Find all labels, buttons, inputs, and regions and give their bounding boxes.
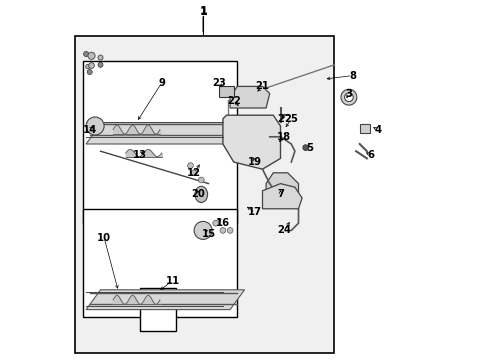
Text: 8: 8 [348, 71, 355, 81]
Text: 17: 17 [248, 207, 262, 217]
Text: 9: 9 [158, 78, 165, 88]
Text: 20: 20 [190, 189, 204, 199]
Polygon shape [219, 86, 233, 97]
Bar [82, 61, 237, 223]
Circle shape [220, 228, 225, 233]
Text: 6: 6 [366, 150, 373, 160]
Circle shape [212, 220, 218, 226]
Bar [359, 124, 370, 133]
Text: 19: 19 [248, 157, 262, 167]
Polygon shape [230, 86, 269, 108]
Text: 16: 16 [215, 218, 229, 228]
Polygon shape [265, 173, 298, 202]
Circle shape [227, 228, 232, 233]
Circle shape [85, 64, 90, 69]
Text: 1: 1 [199, 6, 206, 16]
Text: 23: 23 [212, 78, 226, 88]
Circle shape [83, 51, 88, 57]
Circle shape [98, 55, 103, 60]
Polygon shape [86, 124, 244, 144]
Circle shape [187, 163, 193, 168]
Polygon shape [223, 115, 280, 169]
Circle shape [194, 221, 212, 239]
Text: 7: 7 [277, 189, 284, 199]
Text: 1: 1 [199, 6, 206, 17]
Polygon shape [86, 290, 244, 310]
Text: 15: 15 [201, 229, 215, 239]
Text: 12: 12 [187, 168, 201, 178]
Text: 2: 2 [277, 114, 284, 124]
Polygon shape [262, 184, 302, 209]
Circle shape [88, 63, 94, 68]
Circle shape [191, 170, 197, 176]
Text: 24: 24 [277, 225, 290, 235]
Bar [140, 288, 176, 331]
Text: 22: 22 [226, 96, 240, 106]
Circle shape [98, 62, 103, 67]
Text: 10: 10 [97, 233, 111, 243]
Text: 21: 21 [255, 81, 269, 91]
Text: 5: 5 [305, 143, 312, 153]
Circle shape [198, 177, 204, 183]
Text: 11: 11 [165, 276, 179, 286]
Text: 25: 25 [284, 114, 298, 124]
Text: 14: 14 [82, 125, 97, 135]
Text: 4: 4 [373, 125, 381, 135]
Circle shape [87, 69, 92, 75]
Text: 18: 18 [277, 132, 290, 142]
Bar [75, 36, 334, 353]
Circle shape [302, 145, 308, 150]
Text: 3: 3 [345, 89, 352, 99]
Ellipse shape [195, 186, 207, 202]
Bar [82, 209, 237, 317]
Text: 13: 13 [133, 150, 147, 160]
Circle shape [88, 52, 95, 59]
Circle shape [86, 117, 104, 135]
